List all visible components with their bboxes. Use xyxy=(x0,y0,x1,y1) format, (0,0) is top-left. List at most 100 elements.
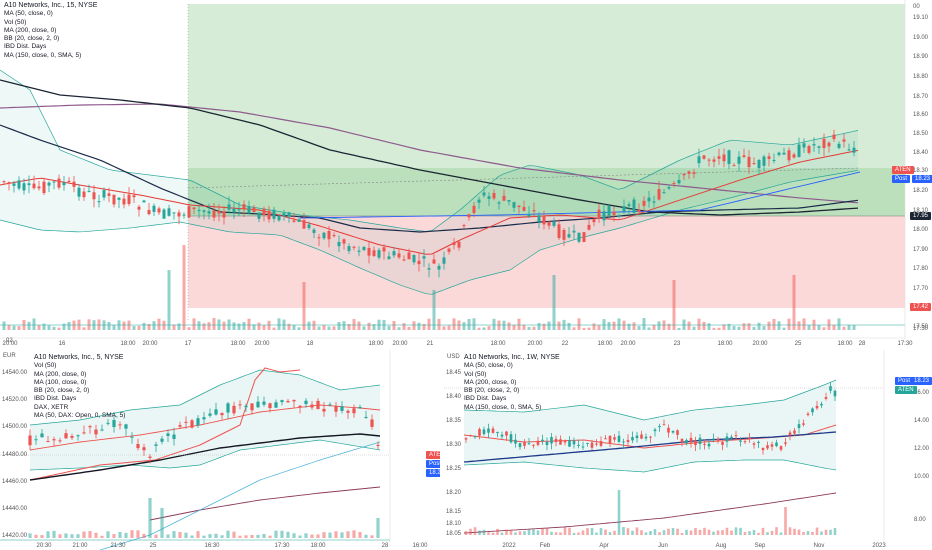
br-candle xyxy=(541,439,544,442)
bl-volume-bar xyxy=(286,531,290,538)
bl-candle xyxy=(106,422,110,424)
bl-volume-bar xyxy=(160,508,164,538)
br-chart[interactable]: 18.45 18.40 18.35 18.30 18.25 18.20 18.15 18.10… xyxy=(444,350,932,550)
br-y-tick-label: 18.10 xyxy=(446,521,462,527)
br-candle xyxy=(698,437,702,445)
main-candle xyxy=(302,220,306,229)
bl-volume-bar xyxy=(292,533,296,538)
main-volume-bar xyxy=(12,325,16,330)
main-candle xyxy=(492,192,496,199)
br-candle xyxy=(599,441,603,446)
main-candle xyxy=(652,201,656,203)
main-volume-bar xyxy=(717,327,721,330)
br-candle xyxy=(545,441,549,446)
br-volume-bar xyxy=(784,507,787,535)
bl-x-tick-label: 16:00 xyxy=(412,543,428,549)
main-candle xyxy=(382,247,386,252)
br-chart-pane[interactable]: 18.45 18.40 18.35 18.30 18.25 18.20 18.15 18.10… xyxy=(444,350,932,550)
br-volume-bar xyxy=(824,529,828,535)
main-x-tick-label: 17 xyxy=(185,341,192,347)
main-y-tick-label: 19.10 xyxy=(913,15,929,21)
br-candle xyxy=(811,408,814,413)
main-candle xyxy=(547,221,551,226)
main-volume-bar xyxy=(337,322,341,330)
main-volume-bar xyxy=(437,318,441,330)
main-candle xyxy=(707,159,711,161)
bl-chart[interactable]: 14540.00 14520.00 14500.00 14480.00 14460.00… xyxy=(0,350,440,550)
br-volume-bar xyxy=(491,532,495,535)
bl-candle xyxy=(238,404,242,406)
main-volume-bar xyxy=(507,322,511,330)
bl-post-label: Post xyxy=(426,460,440,468)
br-candle xyxy=(568,440,571,447)
main-candle xyxy=(422,256,426,259)
br-candle xyxy=(617,435,621,442)
main-volume-bar xyxy=(677,327,681,330)
br-volume-bar xyxy=(581,530,585,535)
main-chart[interactable]: 19.10 19.00 18.90 18.80 18.70 18.60 18.50 18.40… xyxy=(0,0,932,348)
br-volume-bar xyxy=(820,531,823,535)
br-volume-bar xyxy=(725,527,729,535)
bl-volume-bar xyxy=(364,534,368,538)
main-candle xyxy=(2,181,6,183)
main-volume-bar xyxy=(247,318,251,330)
br-bb-lower xyxy=(463,459,837,473)
br-candle xyxy=(829,386,832,391)
bl-volume-bar xyxy=(172,531,176,538)
br-volume-bar xyxy=(698,529,702,535)
main-volume-bar xyxy=(197,321,201,330)
br-volume-bar xyxy=(545,528,549,535)
main-volume-bar xyxy=(772,318,776,330)
bl-candle xyxy=(100,429,104,431)
main-candle xyxy=(172,212,176,214)
br-candle xyxy=(734,435,738,437)
br-candle xyxy=(685,439,688,444)
main-candle xyxy=(617,215,621,217)
br-candle xyxy=(626,439,630,443)
main-candle xyxy=(272,209,276,219)
main-y-tick-label: 18.90 xyxy=(913,54,929,60)
bl-y-tick-label: 14440.00 xyxy=(2,506,28,512)
main-candle xyxy=(182,214,186,216)
br-volume-bar xyxy=(689,530,693,535)
main-volume-bar xyxy=(607,321,611,330)
br-volume-bar xyxy=(779,532,783,535)
main-candle xyxy=(387,256,391,260)
main-candle xyxy=(567,234,571,238)
bl-y-tick-label: 14420.00 xyxy=(2,533,28,539)
main-candle xyxy=(657,189,661,200)
bl-volume-bar xyxy=(124,532,128,538)
main-legend-line: MA (200, close, 0) xyxy=(4,26,57,34)
main-candle xyxy=(327,230,331,240)
main-volume-bar xyxy=(472,318,476,330)
bl-candle xyxy=(376,444,380,446)
br-candle xyxy=(743,441,747,443)
br-volume-bar xyxy=(806,531,810,535)
br-right-tick-label: 8.00 xyxy=(914,517,926,523)
br-volume-bar xyxy=(586,528,589,535)
br-candle xyxy=(581,446,585,448)
main-x-tick-label: 18:00 xyxy=(717,341,733,347)
bl-candle xyxy=(28,435,32,446)
bl-volume-bar xyxy=(130,530,134,538)
main-candle xyxy=(832,134,836,140)
br-candle xyxy=(833,390,837,397)
bl-chart-pane[interactable]: 14540.00 14520.00 14500.00 14480.00 14460.00… xyxy=(0,350,440,550)
bl-candle xyxy=(160,438,164,442)
main-candle xyxy=(212,210,216,218)
br-candle xyxy=(464,438,468,440)
bl-candle xyxy=(154,444,158,446)
main-volume-bar xyxy=(697,318,701,330)
br-volume-bar xyxy=(716,530,720,535)
main-chart-pane[interactable]: 19.10 19.00 18.90 18.80 18.70 18.60 18.50 18.40… xyxy=(0,0,932,348)
br-volume-bar xyxy=(478,530,481,535)
main-volume-bar xyxy=(127,320,131,330)
main-volume-bar xyxy=(837,318,841,330)
main-volume-bar xyxy=(737,326,741,330)
main-volume-bar xyxy=(582,327,586,330)
br-y-tick-label: 18.35 xyxy=(446,418,462,424)
br-candle xyxy=(604,438,607,440)
bl-candle xyxy=(46,441,50,443)
ma-blue-line xyxy=(299,171,861,219)
bl-x-tick-label: 25 xyxy=(150,543,157,549)
